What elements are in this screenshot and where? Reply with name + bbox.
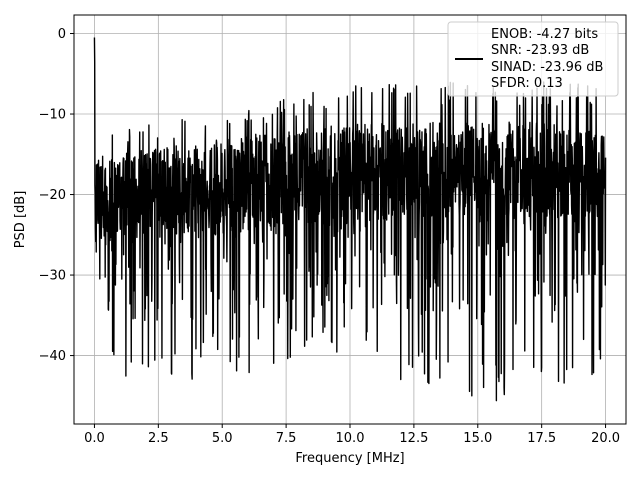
x-tick-label: 0.0 xyxy=(84,431,105,446)
x-tick-label: 5.0 xyxy=(212,431,233,446)
legend-box xyxy=(447,21,619,97)
x-axis-label: Frequency [MHz] xyxy=(295,451,404,466)
x-tick-label: 20.0 xyxy=(591,431,620,446)
y-tick-label: −10 xyxy=(39,108,66,123)
y-tick-label: −20 xyxy=(39,188,66,203)
legend-entry-enob: ENOB: -4.27 bits xyxy=(491,27,598,42)
y-tick-label: −40 xyxy=(39,349,66,364)
y-tick-label: −30 xyxy=(39,269,66,284)
y-axis-label: PSD [dB] xyxy=(13,191,28,249)
x-tick-label: 15.0 xyxy=(463,431,492,446)
legend-entry-sinad: SINAD: -23.96 dB xyxy=(491,60,603,75)
x-tick-label: 10.0 xyxy=(336,431,365,446)
legend: ENOB: -4.27 bits SNR: -23.93 dB SINAD: -… xyxy=(447,21,619,97)
legend-entry-snr: SNR: -23.93 dB xyxy=(491,43,589,58)
x-tick-label: 17.5 xyxy=(527,431,556,446)
legend-entry-sfdr: SFDR: 0.13 xyxy=(491,76,563,91)
ticks: 0.0 2.5 5.0 7.5 10.0 12.5 15.0 17.5 20.0 0 −10 −20 −… xyxy=(39,27,620,446)
y-tick-label: 0 xyxy=(58,27,66,42)
plot-area xyxy=(93,37,607,402)
psd-series-line xyxy=(93,37,607,402)
x-tick-label: 2.5 xyxy=(148,431,169,446)
x-tick-label: 12.5 xyxy=(399,431,428,446)
x-tick-label: 7.5 xyxy=(276,431,297,446)
